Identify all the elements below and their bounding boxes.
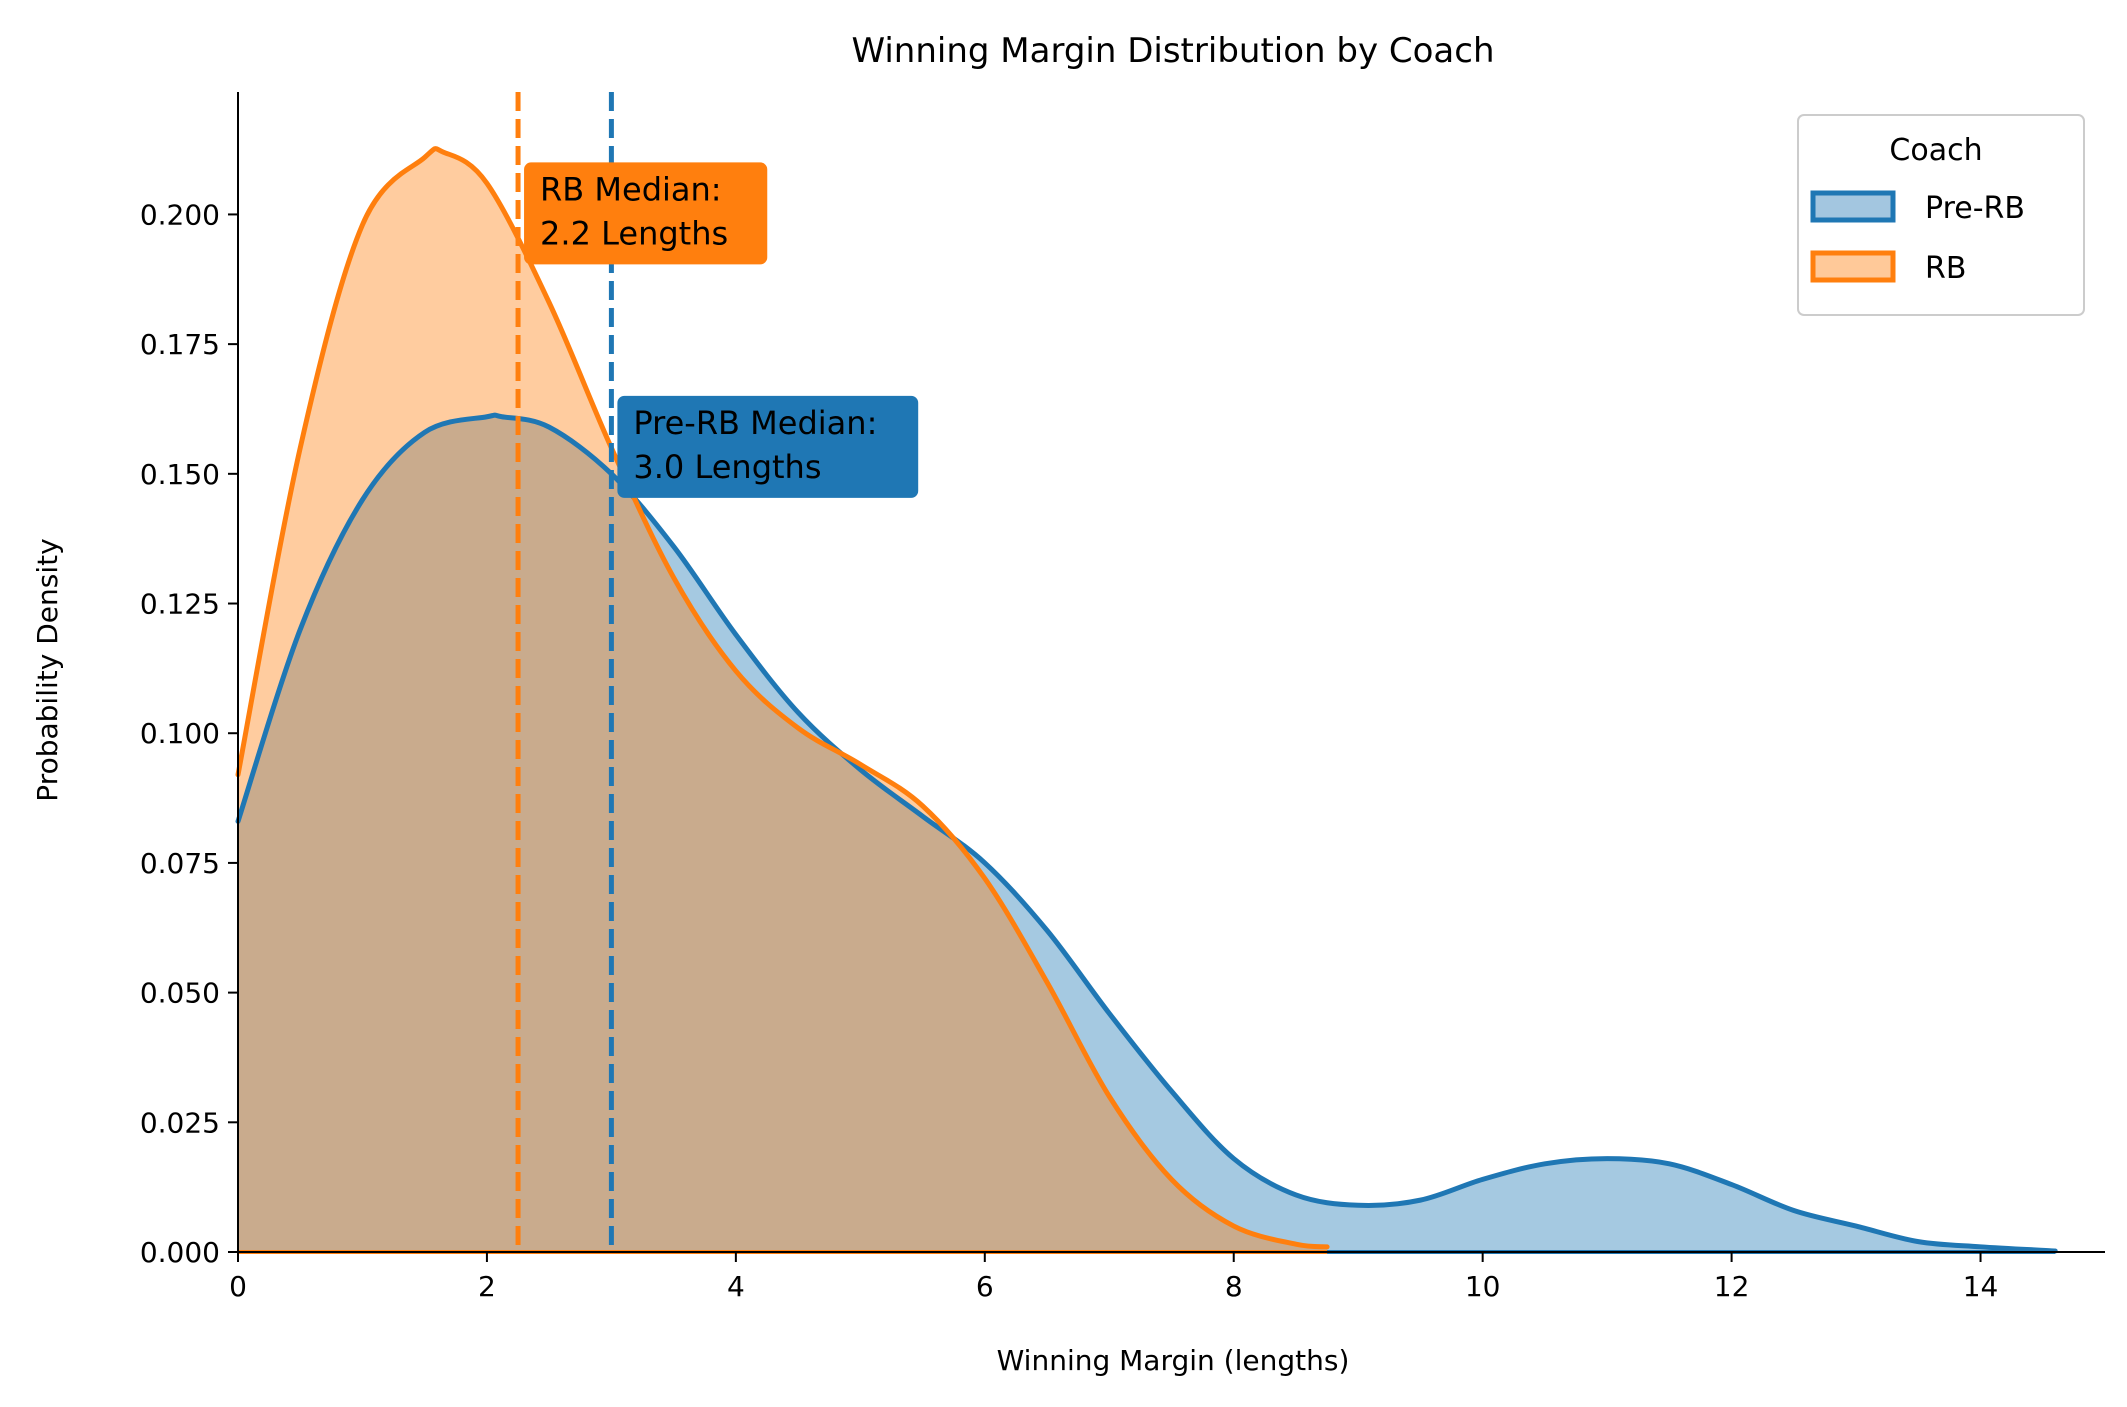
annotation-box [524, 162, 768, 265]
median-annotation-1: RB Median: 2.2 Lengths [524, 162, 768, 265]
x-tick-label: 8 [1225, 1270, 1243, 1303]
area-rb [238, 148, 1328, 1253]
y-axis-label: Probability Density [31, 538, 64, 801]
annotation-text: RB Median: [540, 170, 722, 208]
x-tick-label: 2 [478, 1270, 496, 1303]
x-tick-label: 12 [1714, 1270, 1750, 1303]
y-tick-label: 0.100 [140, 717, 220, 750]
legend-title: Coach [1889, 133, 1982, 168]
x-axis-ticks: 0 2 4 6 8 10 12 14 [229, 1252, 1998, 1303]
y-tick-label: 0.125 [140, 588, 220, 621]
series-fills [238, 148, 2056, 1253]
legend-swatch-pre-rb [1810, 190, 1896, 223]
line-rb [235, 146, 1330, 1250]
legend: Coach Pre-RB RB [1797, 114, 2085, 316]
x-axis-label: Winning Margin (lengths) [997, 1344, 1350, 1377]
area-pre-rb [238, 415, 2056, 1252]
y-tick-label: 0.175 [140, 328, 220, 361]
y-tick-label: 0.050 [140, 977, 220, 1010]
annotation-text: Pre-RB Median: [633, 404, 877, 442]
median-annotation-2: Pre-RB Median: 3.0 Lengths [617, 395, 919, 498]
y-tick-label: 0.150 [140, 458, 220, 491]
legend-swatch-rb [1810, 250, 1896, 283]
median-annotations: RB Median: 2.2 Lengths Pre-RB Median: 3.0 L… [524, 162, 919, 498]
x-tick-label: 4 [727, 1270, 745, 1303]
x-tick-label: 10 [1465, 1270, 1501, 1303]
legend-label-rb: RB [1925, 251, 1966, 286]
annotation-text: 2.2 Lengths [540, 214, 728, 252]
x-tick-label: 14 [1963, 1270, 1999, 1303]
median-lines [515, 92, 614, 1252]
y-tick-label: 0.000 [140, 1236, 220, 1269]
annotation-text: 3.0 Lengths [633, 448, 821, 486]
x-tick-label: 0 [229, 1270, 247, 1303]
x-tick-label: 6 [976, 1270, 994, 1303]
legend-label-pre-rb: Pre-RB [1925, 191, 2025, 226]
y-tick-label: 0.075 [140, 847, 220, 880]
y-axis-ticks: 0.000 0.025 0.050 0.075 0.100 0.125 0.150 0.175… [140, 198, 238, 1269]
chart-title: Winning Margin Distribution by Coach [851, 31, 1494, 71]
y-tick-label: 0.025 [140, 1106, 220, 1139]
axes [237, 92, 2105, 1253]
line-pre-rb [235, 412, 2058, 1254]
annotation-box [617, 395, 919, 498]
y-tick-label: 0.200 [140, 198, 220, 231]
